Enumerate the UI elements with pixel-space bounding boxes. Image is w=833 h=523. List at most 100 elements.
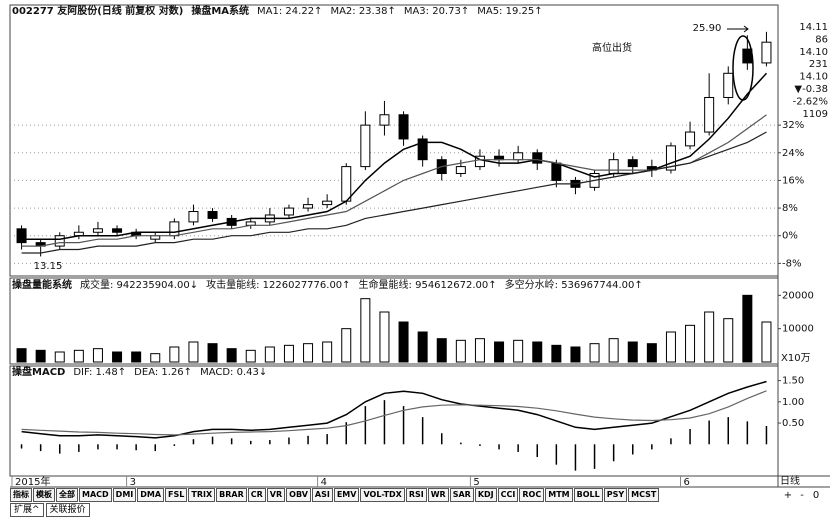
y-tick-label: 1.00	[782, 397, 804, 408]
tab[interactable]: 扩展^	[10, 503, 44, 517]
candle-body	[398, 114, 409, 140]
quote-value: 14.10	[799, 72, 828, 83]
tab[interactable]: VR	[266, 488, 286, 502]
y-tick-label: 24%	[782, 148, 804, 159]
header-text: 操盘MACD	[12, 365, 65, 378]
volume-bar	[112, 351, 123, 363]
tab[interactable]: 指标	[10, 488, 32, 502]
tab[interactable]: 模板	[33, 488, 55, 502]
tab[interactable]: MTM	[545, 488, 573, 502]
volume-bar	[646, 343, 657, 363]
quote-value: ▼-0.38	[794, 84, 828, 95]
tab[interactable]: 关联报价	[45, 503, 90, 517]
volume-bar	[322, 341, 333, 363]
tab[interactable]: RSI	[405, 488, 427, 502]
candle-body	[608, 159, 619, 175]
macd-panel	[9, 365, 779, 477]
tab[interactable]: BOLL	[573, 488, 603, 502]
candle-body	[455, 166, 466, 175]
tab[interactable]: VOL-TDX	[360, 488, 405, 502]
annotation: 13.15	[34, 261, 63, 272]
tab[interactable]: OBV	[286, 488, 311, 502]
candle-body	[417, 138, 428, 161]
x-tick-label: 6	[684, 477, 690, 488]
tab[interactable]: PSY	[603, 488, 628, 502]
zoom-button[interactable]: -	[800, 490, 804, 501]
arrow	[727, 25, 749, 33]
volume-bar	[455, 339, 466, 363]
volume-bar	[169, 346, 180, 363]
volume-bar	[92, 348, 103, 363]
volume-bar	[436, 338, 447, 363]
zoom-button[interactable]: +	[784, 490, 792, 501]
tab-bar: 指标 模板 全部 MACD DMI DMA FSL TRIX BRAR CR VR OBV ASI EMV…	[10, 488, 660, 502]
tab[interactable]: MCST	[628, 488, 660, 502]
tab[interactable]: SAR	[449, 488, 474, 502]
tab[interactable]: TRIX	[188, 488, 216, 502]
volume-bar	[608, 338, 619, 363]
volume-bar	[761, 321, 772, 363]
tab[interactable]: ASI	[311, 488, 333, 502]
tab[interactable]: WR	[427, 488, 449, 502]
candle-body	[761, 41, 772, 64]
candle-body	[92, 228, 103, 233]
y-tick-label: 16%	[782, 175, 804, 186]
header-text: 生命量能线: 954612672.00↑	[359, 278, 497, 291]
volume-bar	[188, 341, 199, 363]
volume-bar	[704, 311, 715, 363]
volume-bar	[264, 346, 275, 363]
y-tick-label: 20000	[782, 290, 814, 301]
candle-body	[322, 200, 333, 206]
header-text: MA1: 24.22↑	[257, 6, 322, 17]
volume-bar	[494, 341, 505, 363]
candle-body	[207, 211, 218, 219]
volume-bar	[341, 328, 352, 363]
header-text: 多空分水岭: 536967744.00↑	[505, 278, 643, 291]
quote-value: 14.11	[799, 22, 828, 33]
tab[interactable]: CR	[247, 488, 266, 502]
candle-body	[704, 96, 715, 133]
tab[interactable]: KDJ	[474, 488, 497, 502]
tab[interactable]: EMV	[333, 488, 360, 502]
x-tick-label: 5	[473, 477, 479, 488]
header-text: 002277 友阿股份(日线 前复权 对数)	[12, 4, 183, 17]
y-tick-label: -8%	[782, 258, 801, 269]
line-series	[21, 72, 768, 240]
candle-body	[474, 155, 485, 168]
header-text: DIF: 1.48↑	[73, 367, 126, 378]
tab[interactable]: CCI	[497, 488, 519, 502]
volume-bar	[742, 294, 753, 363]
annotation: 高位出货	[592, 41, 632, 54]
quote-value: -2.62%	[793, 96, 828, 107]
volume-bar	[35, 349, 46, 363]
header-text: 攻击量能线: 1226027776.00↑	[206, 278, 350, 291]
candle-body	[551, 162, 562, 181]
quote-value: 86	[815, 34, 828, 45]
y-tick-label: 0.50	[782, 418, 804, 429]
candle-body	[723, 72, 734, 98]
volume-bar	[589, 343, 600, 363]
volume-bar	[150, 353, 161, 363]
volume-bar	[513, 339, 524, 363]
tab[interactable]: DMI	[112, 488, 137, 502]
tab[interactable]: 全部	[56, 488, 78, 502]
tab[interactable]: MACD	[79, 488, 112, 502]
tab[interactable]: DMA	[137, 488, 165, 502]
header-text: MA5: 19.25↑	[477, 6, 542, 17]
zoom-button[interactable]: 0	[813, 490, 819, 501]
volume-bar	[551, 344, 562, 363]
x-tick-label: 3	[130, 477, 136, 488]
tab[interactable]: BRAR	[216, 488, 247, 502]
candle-body	[742, 48, 753, 64]
candle-body	[169, 221, 180, 237]
candle-body	[513, 152, 524, 161]
header-text: MA2: 23.38↑	[330, 6, 395, 17]
quote-value: 231	[809, 59, 828, 70]
volume-bar	[685, 324, 696, 363]
candle-body	[685, 131, 696, 147]
header-text: 操盘量能系统	[12, 278, 72, 291]
tab[interactable]: ROC	[519, 488, 545, 502]
tab[interactable]: FSL	[165, 488, 188, 502]
candle-body	[532, 152, 543, 164]
